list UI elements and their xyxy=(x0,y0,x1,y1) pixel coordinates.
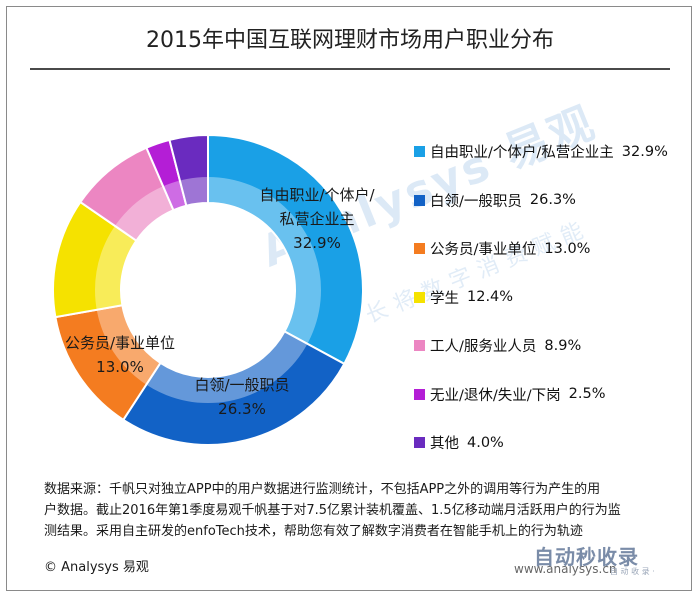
legend-item: 无业/退休/失业/下岗 2.5% xyxy=(414,384,694,405)
legend-label: 工人/服务业人员 xyxy=(430,339,537,355)
slice-label-1: 自由职业/个体户/ xyxy=(259,186,375,204)
legend: 自由职业/个体户/私营企业主 32.9% 白领/一般职员 26.3% 公务员/事业单位 1… xyxy=(414,141,694,481)
legend-value: 12.4% xyxy=(467,289,514,305)
legend-item: 学生 12.4% xyxy=(414,287,694,308)
legend-item: 白领/一般职员 26.3% xyxy=(414,190,694,211)
legend-value: 4.0% xyxy=(467,434,504,451)
corner-url: www.analysys.cn xyxy=(514,562,617,576)
source-line: 测结果。采用自主研发的enfoTech技术，帮助您有效了解数字消费者在智能手机上… xyxy=(44,524,583,539)
legend-item: 公务员/事业单位 13.0% xyxy=(414,238,694,259)
slice-label-2: 白领/一般职员 xyxy=(194,376,289,394)
legend-item: 工人/服务业人员 8.9% xyxy=(414,335,694,356)
slice-label-1: 32.9% xyxy=(293,234,341,252)
corner-logo-tagline: 自 动 收 录 · xyxy=(610,567,655,576)
slice-label-3: 公务员/事业单位 xyxy=(65,334,175,352)
slice-2 xyxy=(121,330,346,446)
legend-value: 2.5% xyxy=(568,386,606,402)
donut-slices xyxy=(52,133,364,446)
legend-swatch xyxy=(414,194,425,206)
legend-swatch xyxy=(414,146,425,157)
slice-label-2: 26.3% xyxy=(218,400,266,418)
source-line: 数据来源：千帆只对独立APP中的用户数据进行监测统计，不包括APP之外的调用等行… xyxy=(44,482,601,497)
legend-value: 26.3% xyxy=(529,192,576,208)
slice-label-3: 13.0% xyxy=(96,358,144,376)
legend-swatch xyxy=(414,340,425,351)
slice-label-1: 私营企业主 xyxy=(279,210,354,228)
chart-frame xyxy=(6,6,692,591)
legend-swatch xyxy=(414,388,425,400)
legend-swatch xyxy=(414,291,425,303)
legend-label: 自由职业/个体户/私营企业主 xyxy=(430,145,614,161)
legend-value: 13.0% xyxy=(544,240,591,257)
legend-swatch xyxy=(414,437,425,448)
donut-inner-ring xyxy=(95,177,321,403)
legend-label: 白领/一般职员 xyxy=(430,193,522,210)
legend-label: 公务员/事业单位 xyxy=(430,242,537,258)
legend-value: 32.9% xyxy=(621,143,668,160)
legend-item: 其他 4.0% xyxy=(414,432,694,453)
data-source-note: 数据来源：千帆只对独立APP中的用户数据进行监测统计，不包括APP之外的调用等行… xyxy=(44,479,654,542)
copyright: © Analysys 易观 xyxy=(44,560,149,575)
slice-7 xyxy=(168,133,209,207)
slice-1 xyxy=(207,133,364,366)
legend-label: 其他 xyxy=(430,436,459,452)
legend-label: 学生 xyxy=(430,290,459,307)
corner-logo: 自动秒收录 xyxy=(534,545,639,569)
chart-title: 2015年中国互联网理财市场用户职业分布 xyxy=(146,28,554,53)
legend-value: 8.9% xyxy=(544,337,582,354)
slice-labels: 自由职业/个体户/私营企业主 32.9% 白领/一般职员 26.3% 公务员/事业单位 1… xyxy=(65,186,376,418)
legend-item: 自由职业/个体户/私营企业主 32.9% xyxy=(414,141,694,162)
source-line: 户数据。截止2016年第1季度易观千帆基于对7.5亿累计装机覆盖、1.5亿移动端… xyxy=(44,503,621,518)
legend-label: 无业/退休/失业/下岗 xyxy=(430,387,561,404)
title-rule xyxy=(30,68,670,70)
legend-swatch xyxy=(414,243,425,254)
